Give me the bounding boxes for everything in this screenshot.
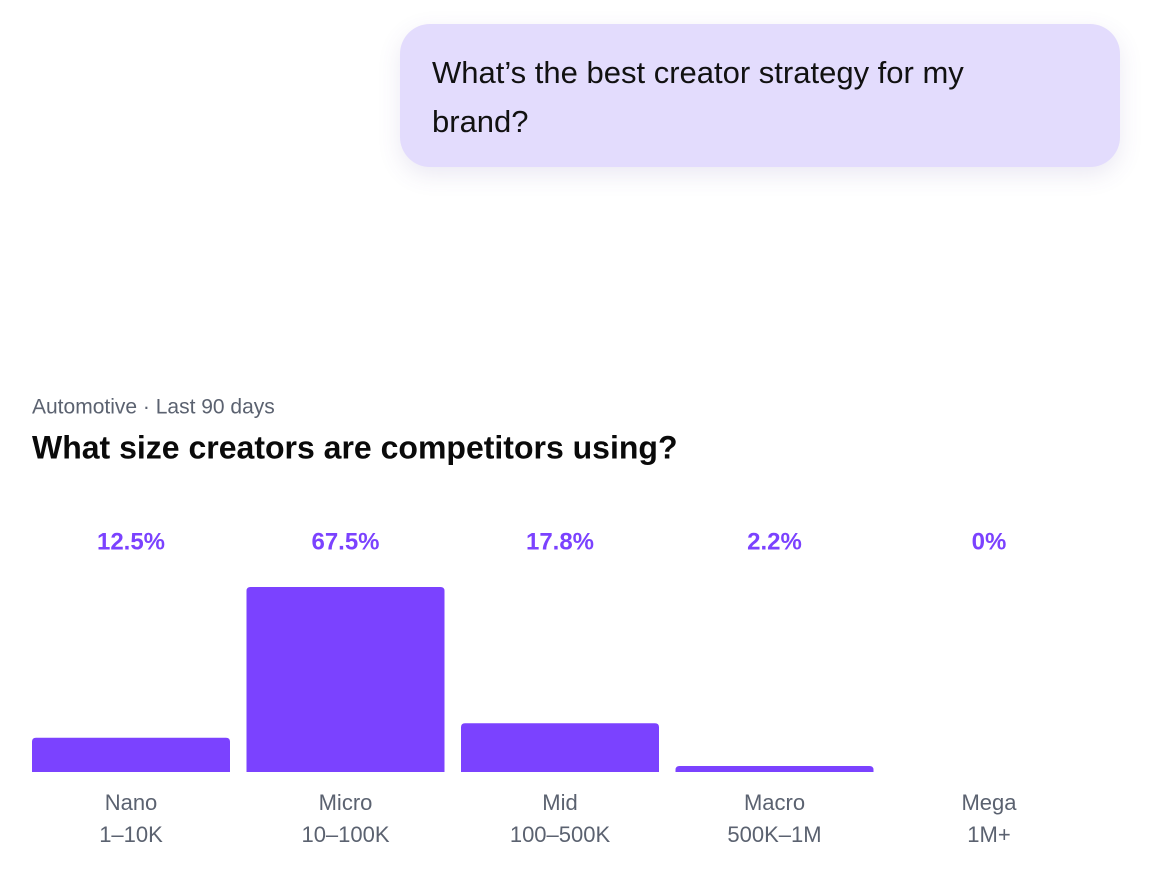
chart: Automotive · Last 90 days What size crea… (32, 396, 1017, 847)
category-range: 500K–1M (727, 822, 821, 847)
bar (461, 723, 659, 772)
category-label: Micro (319, 790, 373, 815)
bar (675, 765, 874, 772)
category-label: Mega (961, 790, 1017, 815)
bar (32, 737, 230, 772)
category-label: Macro (744, 790, 805, 815)
chart-title: What size creators are competitors using… (32, 429, 678, 465)
category-range: 1M+ (967, 822, 1010, 847)
value-label: 12.5% (97, 528, 165, 555)
value-label: 0% (972, 528, 1007, 555)
user-message: What’s the best creator strategy for my … (400, 24, 1120, 167)
value-label: 67.5% (311, 528, 379, 555)
category-range: 10–100K (301, 822, 389, 847)
value-label: 17.8% (526, 528, 594, 555)
category-label: Nano (105, 790, 158, 815)
message-text: What’s the best creator strategy for my … (432, 55, 964, 139)
value-label: 2.2% (747, 528, 802, 555)
category-range: 1–10K (99, 822, 163, 847)
category-range: 100–500K (510, 822, 611, 847)
bar (246, 587, 445, 772)
category-label: Mid (542, 790, 577, 815)
chart-subtitle: Automotive · Last 90 days (32, 396, 275, 419)
